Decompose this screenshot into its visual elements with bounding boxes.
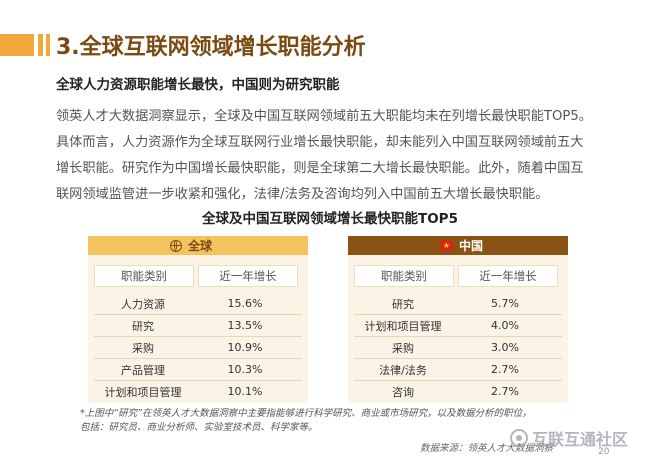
watermark-text: 互联互通社区 bbox=[532, 430, 629, 449]
body-line: 增长职能。研究作为中国增长最快职能，则是全球第二大增长最快职能。此外，随着中国互 bbox=[56, 161, 584, 176]
column-header-function: 职能类别 bbox=[94, 265, 194, 287]
body-line: 领英人才大数据洞察显示，全球及中国互联网领域前五大职能均未在列增长最快职能TOP… bbox=[56, 109, 592, 124]
row-divider bbox=[354, 336, 562, 337]
data-source: 数据来源：领英人才大数据洞察 bbox=[420, 443, 554, 454]
china-flag-icon: ★ bbox=[440, 239, 453, 252]
china-label: 中国 bbox=[459, 239, 484, 253]
row-divider bbox=[354, 314, 562, 315]
table-row: 研究 13.5% bbox=[88, 315, 308, 336]
decor-bar bbox=[38, 34, 43, 56]
row-divider bbox=[94, 336, 302, 337]
function-cell: 计划和项目管理 bbox=[364, 319, 442, 333]
table-row: 咨询 2.7% bbox=[348, 381, 568, 402]
decor-bar bbox=[46, 34, 50, 56]
china-column-headers: 职能类别 近一年增长 bbox=[348, 255, 568, 287]
section-title: 3.全球互联网领域增长职能分析 bbox=[56, 35, 366, 60]
row-divider bbox=[94, 358, 302, 359]
table-row: 法律/法务 2.7% bbox=[348, 359, 568, 380]
globe-icon bbox=[170, 239, 182, 252]
body-line: 具体而言，人力资源作为全球互联网行业增长最快职能，却未能列入中国互联网领域前五大 bbox=[56, 135, 584, 150]
row-divider bbox=[94, 380, 302, 381]
global-column-headers: 职能类别 近一年增长 bbox=[88, 255, 308, 287]
column-header-growth: 近一年增长 bbox=[458, 265, 558, 287]
function-cell: 采购 bbox=[132, 341, 154, 355]
table-row: 采购 10.9% bbox=[88, 337, 308, 358]
china-header: ★ 中国 bbox=[348, 236, 568, 255]
function-cell: 计划和项目管理 bbox=[104, 385, 182, 399]
function-cell: 产品管理 bbox=[121, 363, 165, 377]
growth-cell: 5.7% bbox=[491, 297, 519, 310]
global-label: 全球 bbox=[188, 239, 213, 253]
body-line: 联网领域监管进一步收紧和强化，法律/法务及咨询均列入中国前五大增长最快职能。 bbox=[56, 187, 549, 202]
footnote-line: 包括：研究员、商业分析师、实验室技术员、科学家等。 bbox=[80, 422, 318, 433]
function-cell: 人力资源 bbox=[121, 297, 165, 311]
growth-cell: 10.1% bbox=[227, 385, 263, 398]
growth-cell: 10.9% bbox=[227, 341, 263, 354]
table-row: 人力资源 15.6% bbox=[88, 293, 308, 314]
growth-cell: 13.5% bbox=[227, 319, 263, 332]
table-row: 计划和项目管理 4.0% bbox=[348, 315, 568, 336]
watermark-logo-icon bbox=[510, 429, 528, 447]
global-table: 全球 职能类别 近一年增长 人力资源 15.6% 研究 13.5% 采购 10.… bbox=[88, 236, 308, 403]
footnote-line: *上图中“研究”在领英人才大数据洞察中主要指能够进行科学研究、商业或市场研究，以… bbox=[80, 408, 532, 419]
growth-cell: 2.7% bbox=[491, 385, 519, 398]
table-title: 全球及中国互联网领域增长最快职能TOP5 bbox=[202, 211, 458, 227]
table-row: 采购 3.0% bbox=[348, 337, 568, 358]
function-cell: 咨询 bbox=[392, 385, 414, 399]
row-divider bbox=[94, 314, 302, 315]
growth-cell: 15.6% bbox=[227, 297, 263, 310]
global-table-body: 职能类别 近一年增长 人力资源 15.6% 研究 13.5% 采购 10.9% … bbox=[88, 255, 308, 403]
row-divider bbox=[354, 358, 562, 359]
table-row: 计划和项目管理 10.1% bbox=[88, 381, 308, 402]
column-header-function: 职能类别 bbox=[354, 265, 454, 287]
growth-cell: 4.0% bbox=[491, 319, 519, 332]
table-row: 产品管理 10.3% bbox=[88, 359, 308, 380]
page-number: 20 bbox=[598, 447, 610, 457]
subtitle: 全球人力资源职能增长最快，中国则为研究职能 bbox=[56, 77, 340, 93]
decor-bar bbox=[0, 34, 34, 56]
body-paragraph: 领英人才大数据洞察显示，全球及中国互联网领域前五大职能均未在列增长最快职能TOP… bbox=[56, 104, 616, 208]
china-table: ★ 中国 职能类别 近一年增长 研究 5.7% 计划和项目管理 4.0% 采购 … bbox=[348, 236, 568, 403]
row-divider bbox=[354, 380, 562, 381]
table-row: 研究 5.7% bbox=[348, 293, 568, 314]
watermark: 互联互通社区 bbox=[510, 426, 628, 450]
global-header: 全球 bbox=[88, 236, 308, 255]
growth-cell: 2.7% bbox=[491, 363, 519, 376]
function-cell: 研究 bbox=[392, 297, 414, 311]
function-cell: 研究 bbox=[132, 319, 154, 333]
growth-cell: 10.3% bbox=[227, 363, 263, 376]
function-cell: 采购 bbox=[392, 341, 414, 355]
growth-cell: 3.0% bbox=[491, 341, 519, 354]
footnote: *上图中“研究”在领英人才大数据洞察中主要指能够进行科学研究、商业或市场研究，以… bbox=[80, 407, 600, 435]
function-cell: 法律/法务 bbox=[379, 363, 427, 377]
china-table-body: 职能类别 近一年增长 研究 5.7% 计划和项目管理 4.0% 采购 3.0% … bbox=[348, 255, 568, 403]
column-header-growth: 近一年增长 bbox=[198, 265, 298, 287]
